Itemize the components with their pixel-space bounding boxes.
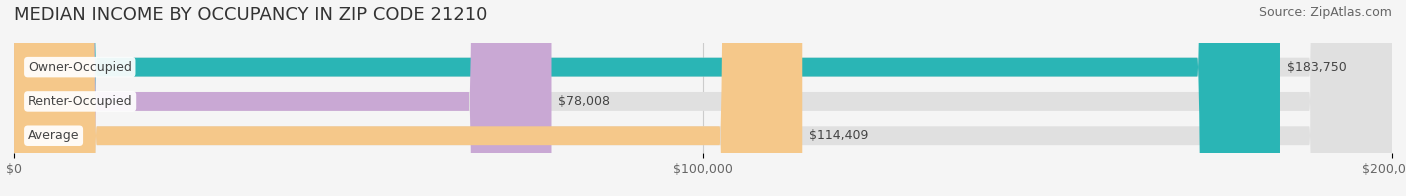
Text: $78,008: $78,008 <box>558 95 610 108</box>
FancyBboxPatch shape <box>14 0 1279 196</box>
FancyBboxPatch shape <box>14 0 551 196</box>
FancyBboxPatch shape <box>14 0 1392 196</box>
Text: Source: ZipAtlas.com: Source: ZipAtlas.com <box>1258 6 1392 19</box>
FancyBboxPatch shape <box>14 0 1392 196</box>
Text: $183,750: $183,750 <box>1286 61 1347 74</box>
FancyBboxPatch shape <box>14 0 1392 196</box>
FancyBboxPatch shape <box>14 0 803 196</box>
Text: Owner-Occupied: Owner-Occupied <box>28 61 132 74</box>
Text: $114,409: $114,409 <box>810 129 869 142</box>
Text: MEDIAN INCOME BY OCCUPANCY IN ZIP CODE 21210: MEDIAN INCOME BY OCCUPANCY IN ZIP CODE 2… <box>14 6 488 24</box>
Text: Average: Average <box>28 129 79 142</box>
Text: Renter-Occupied: Renter-Occupied <box>28 95 132 108</box>
